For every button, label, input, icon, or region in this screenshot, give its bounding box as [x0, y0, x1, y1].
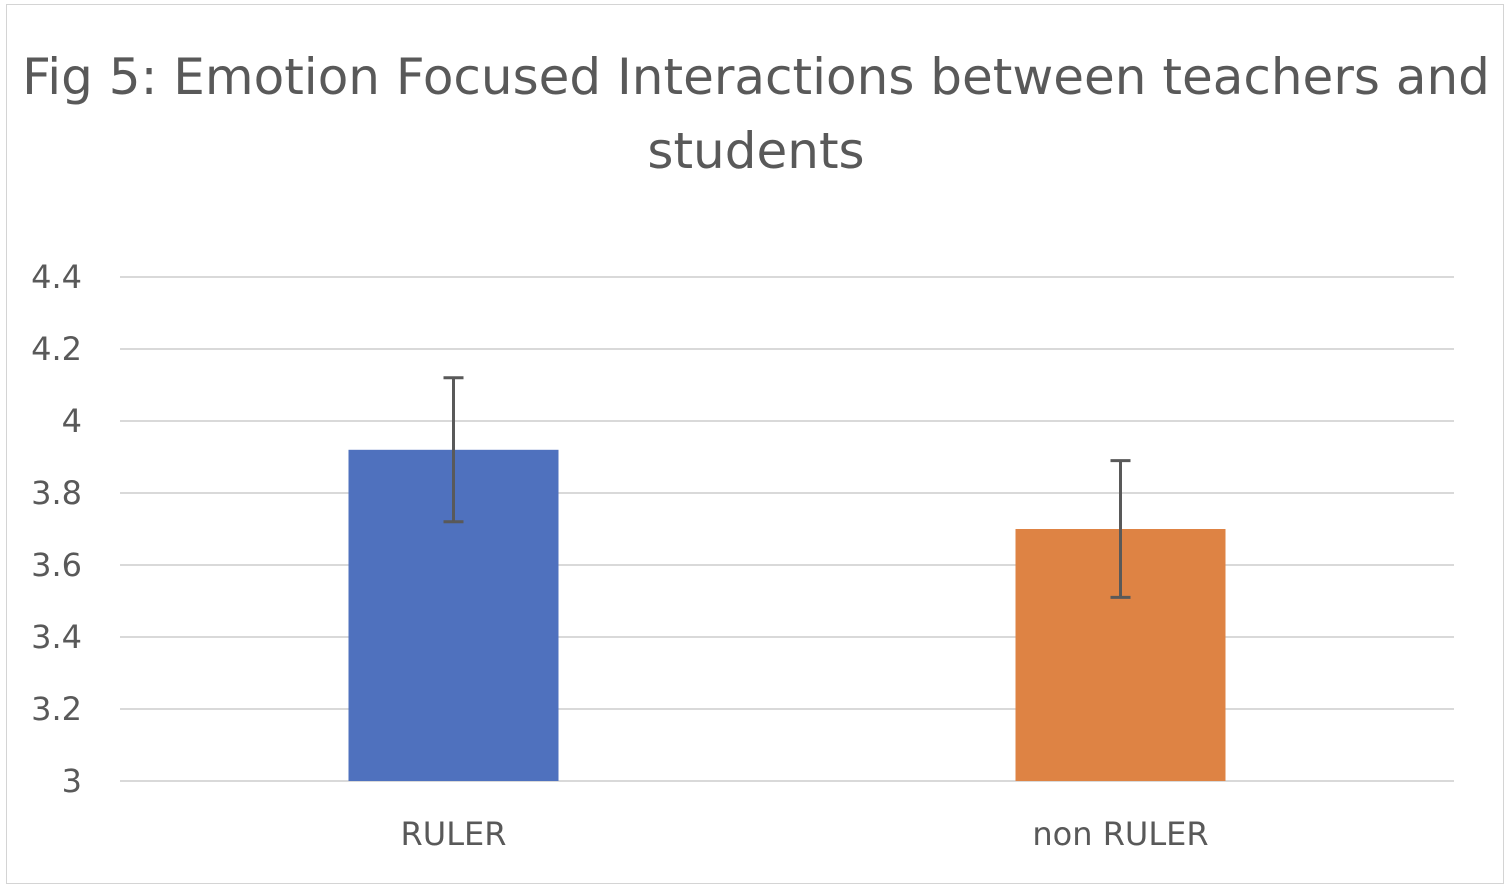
x-category-label: RULER: [401, 815, 507, 853]
x-axis-labels: RULER non RULER: [401, 815, 1209, 853]
y-axis-ticks: 3 3.2 3.4 3.6 3.8 4 4.2 4.4: [31, 258, 82, 800]
y-tick-label: 3: [62, 762, 82, 800]
chart-frame: [6, 4, 1504, 884]
error-bars: [443, 376, 1131, 599]
x-category-label: non RULER: [1032, 815, 1208, 853]
y-tick-label: 4.2: [31, 330, 82, 368]
y-tick-label: 3.6: [31, 546, 82, 584]
y-tick-label: 4: [62, 402, 82, 440]
gridlines: [120, 276, 1454, 782]
chart-title: Fig 5: Emotion Focused Interactions betw…: [22, 48, 1490, 180]
y-tick-label: 4.4: [31, 258, 82, 296]
y-tick-label: 3.8: [31, 474, 82, 512]
y-tick-label: 3.4: [31, 618, 82, 656]
y-tick-label: 3.2: [31, 690, 82, 728]
bars: [348, 449, 1226, 781]
